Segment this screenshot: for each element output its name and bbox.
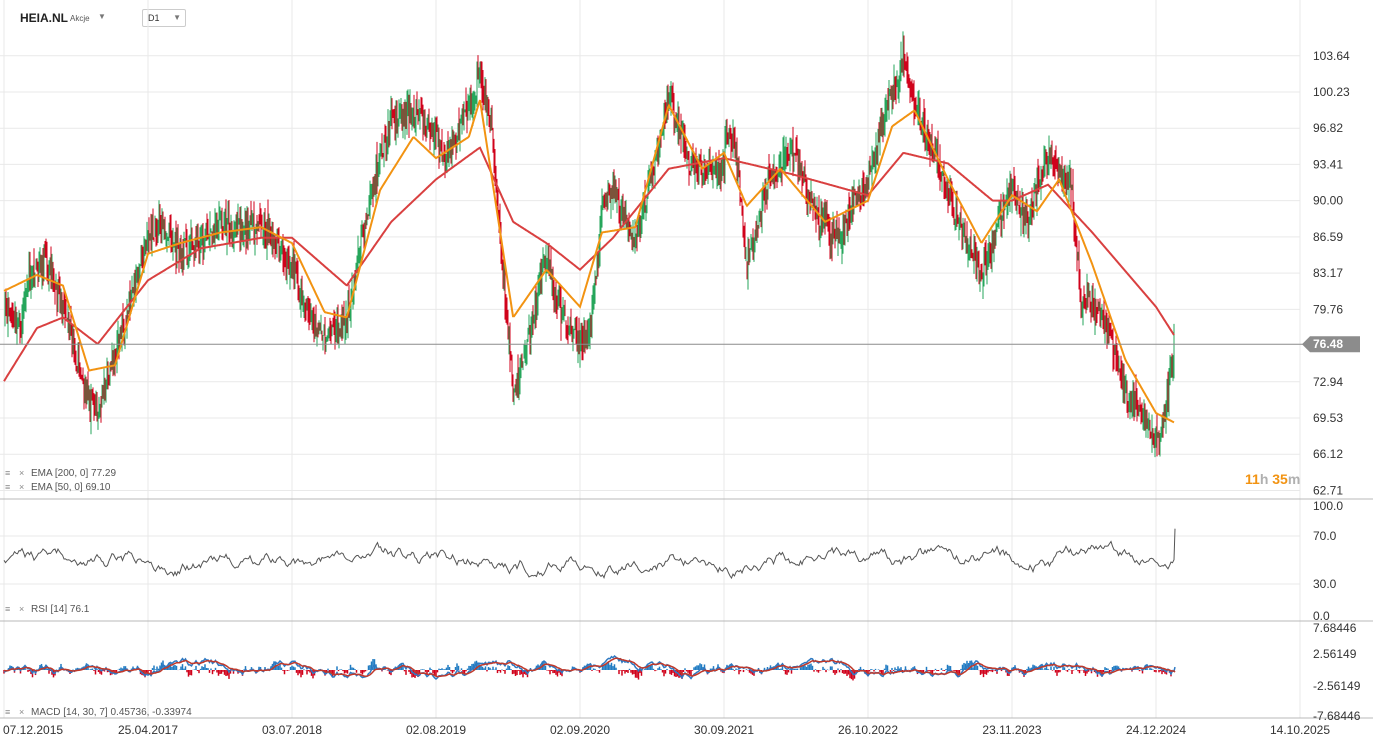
time-axis-tick: 25.04.2017 bbox=[118, 723, 178, 737]
symbol-dropdown-icon[interactable]: ▼ bbox=[98, 12, 106, 21]
rsi-legend: RSI [14] 76.1 bbox=[31, 604, 90, 615]
macd-panel bbox=[3, 654, 1176, 681]
legend-close-icon: × bbox=[19, 707, 24, 717]
ema200-legend: EMA [200, 0] 77.29 bbox=[31, 468, 116, 479]
legend-menu-icon: ≡ bbox=[5, 604, 10, 614]
symbol-selector[interactable]: HEIA.NL bbox=[20, 11, 68, 25]
price-axis-tick: 96.82 bbox=[1313, 121, 1343, 135]
current-price-badge bbox=[1302, 336, 1360, 353]
legend-close-icon: × bbox=[19, 482, 24, 492]
ema50-line bbox=[3, 99, 1175, 424]
rsi-axis-tick: 100.0 bbox=[1313, 499, 1343, 513]
time-axis-tick: 23.11.2023 bbox=[982, 723, 1041, 737]
legend-menu-icon: ≡ bbox=[5, 482, 10, 492]
timeframe-select[interactable]: D1 ▼ bbox=[142, 9, 186, 27]
rsi-axis-tick: 70.0 bbox=[1313, 529, 1337, 543]
time-axis-tick: 07.12.2015 bbox=[3, 723, 63, 737]
macd-axis-tick: -7.68446 bbox=[1313, 709, 1361, 723]
legend-close-icon: × bbox=[19, 468, 24, 478]
price-axis-tick: 79.76 bbox=[1313, 302, 1343, 316]
price-axis-tick: 86.59 bbox=[1313, 230, 1343, 244]
macd-signal-line bbox=[3, 657, 1176, 678]
macd-axis-tick: 2.56149 bbox=[1313, 647, 1357, 661]
instrument-type-label: Akcje bbox=[70, 14, 90, 23]
price-axis-tick: 66.12 bbox=[1313, 447, 1343, 461]
macd-axis-tick: -2.56149 bbox=[1313, 679, 1361, 693]
macd-legend: MACD [14, 30, 7] 0.45736, -0.33974 bbox=[31, 707, 192, 718]
legend-menu-icon: ≡ bbox=[5, 468, 10, 478]
indicator-legends: ≡ × EMA [200, 0] 77.29 ≡ × EMA [50, 0] 69.10 ≡… bbox=[5, 468, 192, 718]
time-axis-tick: 26.10.2022 bbox=[838, 723, 898, 737]
price-axis-tick: 69.53 bbox=[1313, 411, 1343, 425]
axes: 103.64 100.23 96.82 93.41 90.00 86.59 83.17 79.… bbox=[0, 49, 1373, 737]
time-axis-tick: 03.07.2018 bbox=[262, 723, 322, 737]
macd-axis-tick: 7.68446 bbox=[1313, 621, 1357, 635]
time-axis-tick: 14.10.2025 bbox=[1270, 723, 1330, 737]
price-axis-tick: 72.94 bbox=[1313, 375, 1343, 389]
rsi-panel bbox=[3, 528, 1176, 580]
rsi-axis-tick: 0.0 bbox=[1313, 609, 1330, 623]
ema50-legend: EMA [50, 0] 69.10 bbox=[31, 482, 111, 493]
candle-countdown: 11h 35m bbox=[1245, 471, 1300, 487]
price-axis-tick: 90.00 bbox=[1313, 194, 1343, 208]
countdown-part: 35 bbox=[1268, 471, 1288, 487]
toolbar: HEIA.NL Akcje ▼ D1 ▼ bbox=[0, 0, 1373, 36]
countdown-part: h bbox=[1260, 471, 1269, 487]
time-axis-tick: 24.12.2024 bbox=[1126, 723, 1186, 737]
price-axis-tick: 100.23 bbox=[1313, 85, 1350, 99]
chevron-down-icon: ▼ bbox=[173, 13, 181, 22]
countdown-part: 11 bbox=[1245, 471, 1260, 487]
time-axis-tick: 02.09.2020 bbox=[550, 723, 610, 737]
current-price-label: 76.48 bbox=[1313, 337, 1343, 351]
price-axis-tick: 62.71 bbox=[1313, 483, 1343, 497]
time-axis-tick: 30.09.2021 bbox=[694, 723, 754, 737]
timeframe-label: D1 bbox=[148, 13, 160, 23]
grid bbox=[0, 0, 1301, 718]
legend-close-icon: × bbox=[19, 604, 24, 614]
macd-line bbox=[3, 654, 1176, 680]
price-axis-tick: 83.17 bbox=[1313, 266, 1343, 280]
price-axis-tick: 93.41 bbox=[1313, 157, 1343, 171]
price-panel bbox=[0, 31, 1305, 458]
rsi-axis-tick: 30.0 bbox=[1313, 577, 1337, 591]
price-axis-tick: 103.64 bbox=[1313, 49, 1350, 63]
ema200-line bbox=[3, 146, 1175, 382]
rsi-line bbox=[3, 528, 1176, 580]
time-axis-tick: 02.08.2019 bbox=[406, 723, 466, 737]
legend-menu-icon: ≡ bbox=[5, 707, 10, 717]
countdown-part: m bbox=[1288, 471, 1300, 487]
